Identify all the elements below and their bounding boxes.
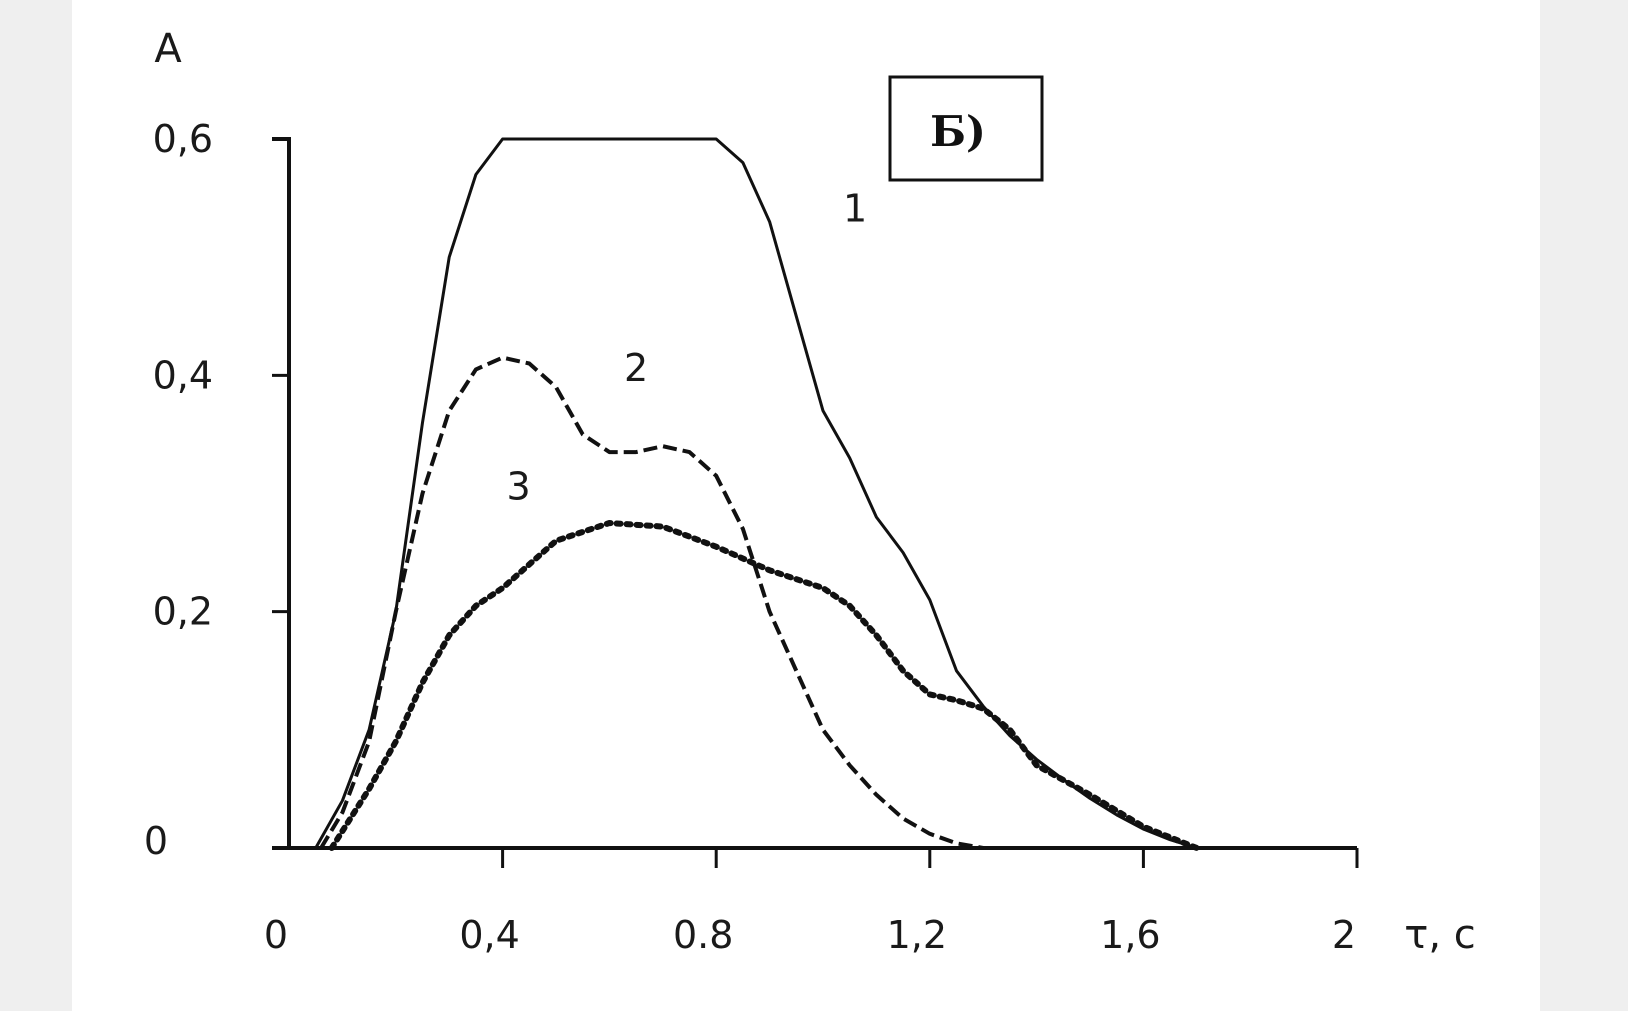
axes: [272, 137, 1357, 850]
series-label-1: 1: [843, 187, 867, 231]
x-tick-label: 0: [264, 913, 288, 957]
y-tick-label: 0,4: [153, 353, 213, 397]
y-tick-label: 0: [144, 819, 168, 863]
x-tick-label: 1,2: [887, 913, 947, 957]
series-line-1: [314, 137, 1198, 850]
y-tick-label: 0,2: [153, 590, 213, 634]
y-axis-label: A: [154, 26, 182, 72]
x-tick-label: 0.8: [673, 913, 733, 957]
y-ticks: 0 0,2 0,4 0,6: [144, 117, 289, 863]
x-axis-label: τ, c: [1404, 912, 1476, 958]
panel-label: Б): [930, 107, 986, 156]
panel-label-box: Б): [888, 75, 1044, 182]
x-ticks: 0 0,4 0.8 1,2 1,6 2: [264, 848, 1359, 957]
series-label-3: 3: [507, 464, 531, 508]
x-tick-label: 0,4: [459, 913, 519, 957]
x-tick-label: 2: [1332, 913, 1356, 957]
x-tick-label: 1,6: [1100, 913, 1160, 957]
series-line-3: [328, 520, 1200, 851]
y-tick-label: 0,6: [153, 117, 213, 161]
series-label-2: 2: [624, 346, 648, 390]
series-line-2: [319, 355, 984, 850]
series-group: 1 2 3: [314, 137, 1200, 851]
paper-background: [72, 0, 1540, 1011]
